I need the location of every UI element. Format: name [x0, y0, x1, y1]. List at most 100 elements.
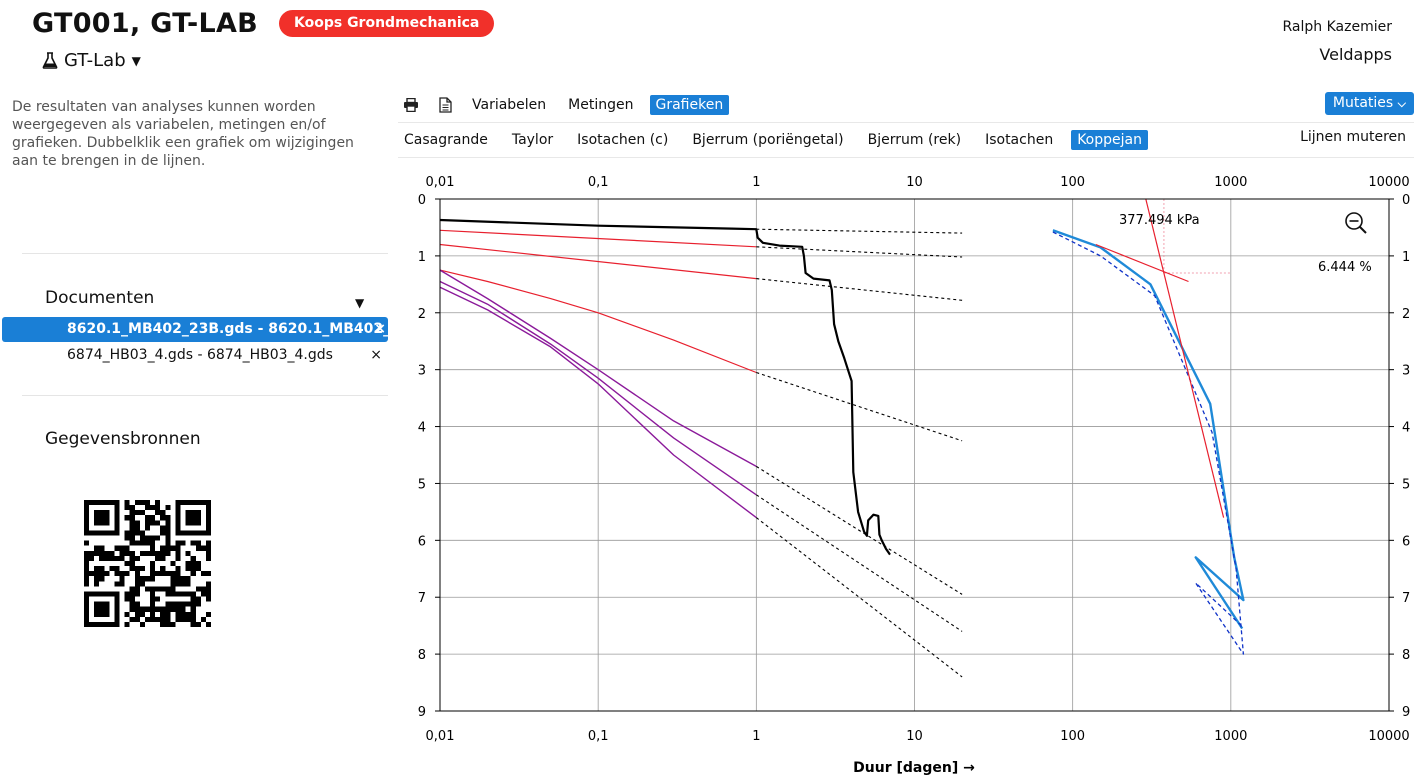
y-tick-label-right: 7 — [1402, 591, 1410, 606]
qr-module — [170, 591, 176, 597]
qr-module — [84, 550, 90, 556]
qr-module — [155, 550, 161, 556]
qr-module — [124, 535, 130, 541]
qr-module — [165, 571, 171, 577]
qr-module — [195, 545, 201, 551]
qr-module — [114, 581, 120, 587]
qr-module — [144, 576, 151, 582]
sources-title: Gegevensbronnen — [45, 429, 201, 449]
qr-module — [89, 555, 95, 561]
lab-menu[interactable]: GT-Lab ▼ — [42, 50, 141, 71]
qr-module — [129, 586, 135, 592]
qr-module — [170, 586, 176, 592]
qr-module — [170, 545, 176, 551]
qr-module — [94, 566, 100, 572]
tab-taylor[interactable]: Taylor — [511, 132, 554, 148]
user-name[interactable]: Ralph Kazemier — [1282, 19, 1392, 35]
qr-module — [109, 550, 115, 556]
tab-koppejan[interactable]: Koppejan — [1071, 130, 1148, 150]
tab-metingen[interactable]: Metingen — [568, 97, 634, 113]
qr-module — [144, 616, 151, 622]
qr-module — [165, 550, 171, 556]
qr-module — [190, 616, 196, 622]
document-icon[interactable] — [432, 93, 458, 117]
y-tick-label-left: 6 — [418, 534, 426, 549]
zoom-out-icon[interactable] — [1345, 212, 1367, 234]
qr-module — [160, 566, 166, 572]
qr-module — [190, 555, 196, 561]
print-icon[interactable] — [398, 93, 424, 117]
mutaties-button[interactable]: Mutaties ⌵ — [1324, 92, 1414, 115]
qr-module — [150, 566, 156, 572]
qr-module — [165, 505, 171, 511]
qr-module — [144, 525, 151, 531]
qr-module — [175, 611, 181, 617]
tab-isotachen[interactable]: Isotachen — [985, 132, 1054, 148]
qr-module — [160, 530, 166, 536]
qr-module — [205, 596, 211, 602]
qr-module — [99, 576, 105, 582]
qr-module — [129, 540, 135, 546]
qr-module — [129, 591, 135, 597]
qr-module — [165, 515, 171, 521]
series-line-koppejan-dashed — [1052, 231, 1245, 655]
pressure-annotation: 377.494 kPa — [1119, 213, 1200, 228]
qr-module — [89, 550, 95, 556]
close-icon[interactable]: × — [374, 321, 386, 337]
qr-module — [124, 611, 130, 617]
qr-module — [124, 500, 130, 506]
qr-module — [134, 500, 140, 506]
qr-module — [180, 616, 186, 622]
chevron-down-icon[interactable]: ▼ — [355, 296, 365, 310]
close-icon[interactable]: × — [370, 347, 382, 363]
y-tick-label-left: 1 — [418, 250, 426, 265]
document-item[interactable]: 6874_HB03_4.gds - 6874_HB03_4.gds × — [2, 343, 388, 368]
tab-isotachen-c[interactable]: Isotachen (c) — [577, 132, 669, 148]
x-tick-label-top: 100 — [1060, 175, 1085, 190]
qr-module — [160, 555, 166, 561]
qr-module — [205, 611, 211, 617]
qr-module — [165, 545, 171, 551]
qr-module — [134, 555, 140, 561]
y-tick-label-left: 0 — [418, 193, 426, 208]
tab-bjerrum-rek[interactable]: Bjerrum (rek) — [867, 132, 962, 148]
tab-casagrande[interactable]: Casagrande — [404, 132, 488, 148]
qr-module — [150, 571, 156, 577]
qr-module — [134, 520, 140, 526]
qr-module — [134, 586, 140, 592]
qr-module — [150, 616, 156, 622]
qr-module — [84, 540, 90, 546]
qr-module — [129, 566, 135, 572]
qr-module — [175, 601, 181, 607]
tab-grafieken[interactable]: Grafieken — [649, 95, 730, 115]
document-item[interactable]: 8620.1_MB402_23B.gds - 8620.1_MB402_23B.… — [2, 317, 388, 342]
qr-module — [124, 591, 130, 597]
qr-module — [129, 596, 135, 602]
x-tick-label-top: 10 — [906, 175, 923, 190]
qr-module — [134, 530, 140, 536]
qr-module — [139, 576, 145, 582]
qr-module — [150, 505, 156, 511]
x-tick-label-bottom: 0,1 — [588, 729, 609, 744]
qr-module — [165, 616, 171, 622]
tab-variabelen[interactable]: Variabelen — [472, 97, 547, 113]
lijnen-muteren-button[interactable]: Lijnen muteren — [1300, 129, 1406, 145]
tab-bjerrum-porigetal[interactable]: Bjerrum (poriëngetal) — [692, 132, 844, 148]
qr-module — [119, 555, 125, 561]
qr-module — [185, 576, 191, 582]
series-line-fit — [1145, 198, 1225, 518]
series-line-extrapolation — [756, 465, 963, 595]
qr-module — [195, 621, 201, 627]
qr-module — [175, 576, 181, 582]
qr-module — [124, 515, 130, 521]
qr-module — [190, 560, 196, 567]
y-tick-label-right: 4 — [1402, 421, 1410, 436]
qr-module — [200, 571, 206, 577]
qr-module — [134, 581, 140, 587]
documents-title: Documenten — [45, 288, 155, 308]
qr-module — [180, 601, 186, 607]
y-tick-label-right: 8 — [1402, 648, 1410, 663]
qr-module — [185, 560, 191, 567]
qr-module — [150, 611, 156, 617]
qr-module — [94, 581, 100, 587]
